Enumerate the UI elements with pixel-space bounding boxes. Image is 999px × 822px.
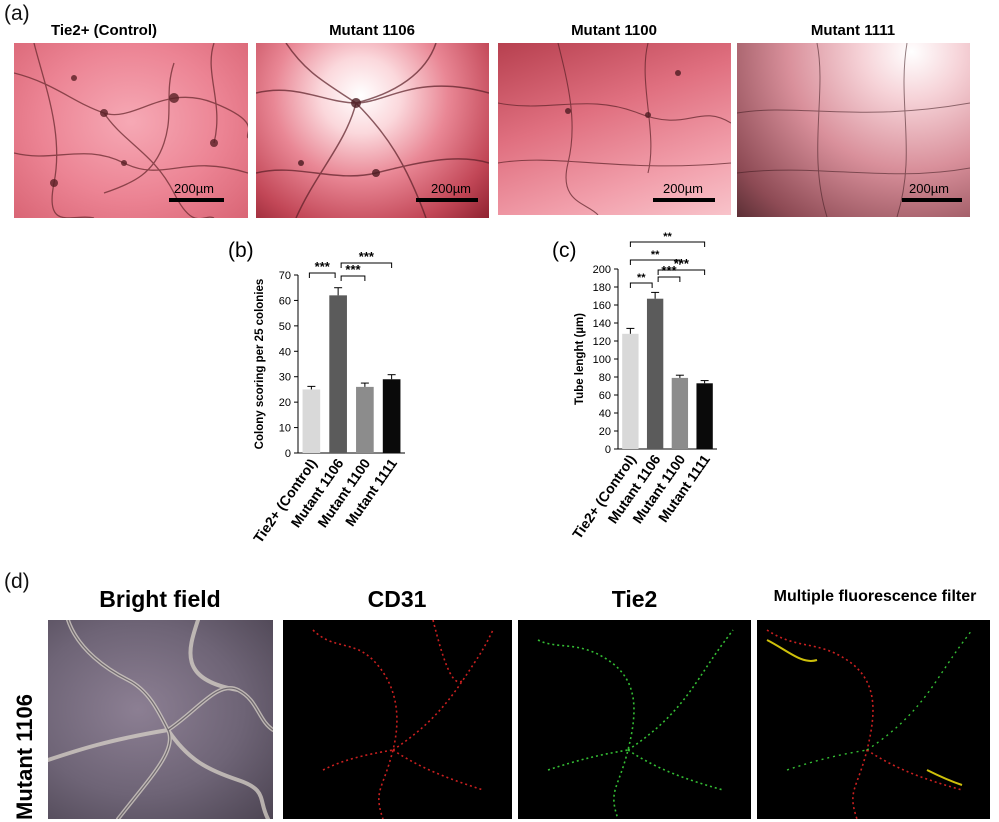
chart-c-sig-bracket-0	[629, 282, 653, 288]
chart-c-ytick-label: 20	[599, 426, 611, 438]
chart-b-sig-bracket-1	[340, 275, 366, 281]
chart-b-ytick-label: 40	[279, 346, 291, 358]
micrograph-1106: 200µm	[256, 43, 489, 218]
micro-title-control: Tie2+ (Control)	[51, 22, 157, 39]
row-label-mutant-1106: Mutant 1106	[12, 694, 37, 820]
chart-c-ytick-label: 40	[599, 408, 611, 420]
chart-c-ylabel: Tube lenght (µm)	[574, 313, 586, 405]
chart-b-bar-2	[356, 386, 374, 453]
chart-c-bar-3	[696, 383, 713, 449]
chart-c-bar-2	[671, 377, 689, 449]
micro-title-1106: Mutant 1106	[329, 22, 415, 39]
chart-b-plot: 0 10 20 30 40 50 60 70 Colony scoring per 25 col…	[250, 249, 405, 546]
chart-c-sig-label-3: **	[651, 249, 660, 261]
vessel-network-control	[14, 43, 248, 218]
merged-network	[766, 629, 973, 819]
scale-bar-1100	[653, 198, 715, 202]
chart-c-sig-bracket-3	[629, 259, 681, 265]
chart-b-sig-bracket-2	[340, 262, 393, 268]
chart-b-ytick-label: 10	[279, 423, 291, 435]
scale-label-1111: 200µm	[909, 181, 950, 196]
micrograph-1111: 200µm	[737, 43, 970, 217]
scale-label-control: 200µm	[174, 181, 215, 196]
chart-c-ytick-label: 120	[593, 336, 611, 348]
cd31-network	[312, 620, 494, 819]
chart-c-ytick-label: 0	[605, 444, 611, 456]
chart-b-ytick-label: 0	[285, 448, 291, 460]
chart-c-ytick-label: 60	[599, 390, 611, 402]
scale-label-1100: 200µm	[663, 181, 704, 196]
chart-b-sig-label-0: ***	[315, 259, 331, 274]
micro-title-1100: Mutant 1100	[571, 22, 657, 39]
scale-bar-1106	[416, 198, 478, 202]
chart-c-plot: 0 20 40 60 80 100 120 140 160 180 200 Tube lenght (…	[569, 231, 717, 542]
image-tie2	[518, 620, 751, 819]
chart-c-sig-bracket-2	[657, 269, 706, 275]
chart-b-sig-bracket-0	[308, 272, 336, 278]
chart-c-bar-1	[646, 298, 664, 449]
chart-c-ytick-label: 200	[593, 264, 611, 276]
chart-c-bar-0	[622, 333, 639, 449]
panel-a-letter: (a)	[4, 2, 30, 25]
chart-c-ytick-label: 140	[593, 318, 611, 330]
title-tie2: Tie2	[611, 586, 658, 612]
title-multiple-fluorescence: Multiple fluorescence filter	[773, 588, 977, 605]
panel-d-letter: (d)	[4, 570, 30, 593]
micrograph-1100: 200µm	[498, 43, 731, 215]
chart-b-ytick-label: 20	[279, 397, 291, 409]
chart-c-sig-bracket-4	[629, 241, 706, 247]
chart-b-sig-label-1: ***	[345, 262, 361, 277]
chart-c: (c) 0 20 40 60 80 100 120 140 160 180 200 Tube leng…	[552, 231, 717, 542]
chart-b-ytick-label: 50	[279, 321, 291, 333]
chart-b-bar-0	[302, 389, 321, 453]
chart-c-ytick-label: 100	[593, 354, 611, 366]
chart-b-ytick-label: 70	[279, 270, 291, 282]
chart-b-ytick-label: 30	[279, 372, 291, 384]
chart-b-sig-label-2: ***	[359, 249, 375, 264]
vessel-network-1100	[498, 43, 731, 215]
title-cd31: CD31	[367, 586, 427, 612]
vessel-network-1111	[737, 43, 970, 217]
bright-field-network	[48, 620, 273, 819]
chart-c-panel-letter: (c)	[552, 239, 577, 262]
micrograph-control: 200µm	[14, 43, 248, 218]
chart-b: (b) 0 10 20 30 40 50 60 70 Colony scoring per 25…	[228, 239, 405, 546]
chart-b-ytick-label: 60	[279, 295, 291, 307]
image-merged	[757, 620, 990, 819]
chart-c-sig-label-2: ***	[674, 256, 690, 271]
chart-c-ytick-label: 80	[599, 372, 611, 384]
chart-c-sig-label-4: **	[663, 231, 672, 243]
image-bright-field	[48, 620, 273, 819]
scale-bar-control	[169, 198, 224, 202]
chart-b-bar-3	[382, 379, 401, 453]
chart-c-sig-bracket-1	[657, 276, 681, 282]
chart-c-ytick-label: 180	[593, 282, 611, 294]
micro-title-1111: Mutant 1111	[810, 22, 896, 39]
image-cd31	[283, 620, 512, 819]
scale-label-1106: 200µm	[431, 181, 472, 196]
chart-b-panel-letter: (b)	[228, 239, 254, 262]
chart-c-ytick-label: 160	[593, 300, 611, 312]
title-bright-field: Bright field	[99, 586, 221, 612]
chart-b-bar-1	[329, 295, 347, 453]
chart-c-sig-label-0: **	[637, 272, 646, 284]
tie2-network	[537, 629, 734, 819]
scale-bar-1111	[902, 198, 962, 202]
chart-b-ylabel: Colony scoring per 25 colonies	[254, 279, 266, 450]
